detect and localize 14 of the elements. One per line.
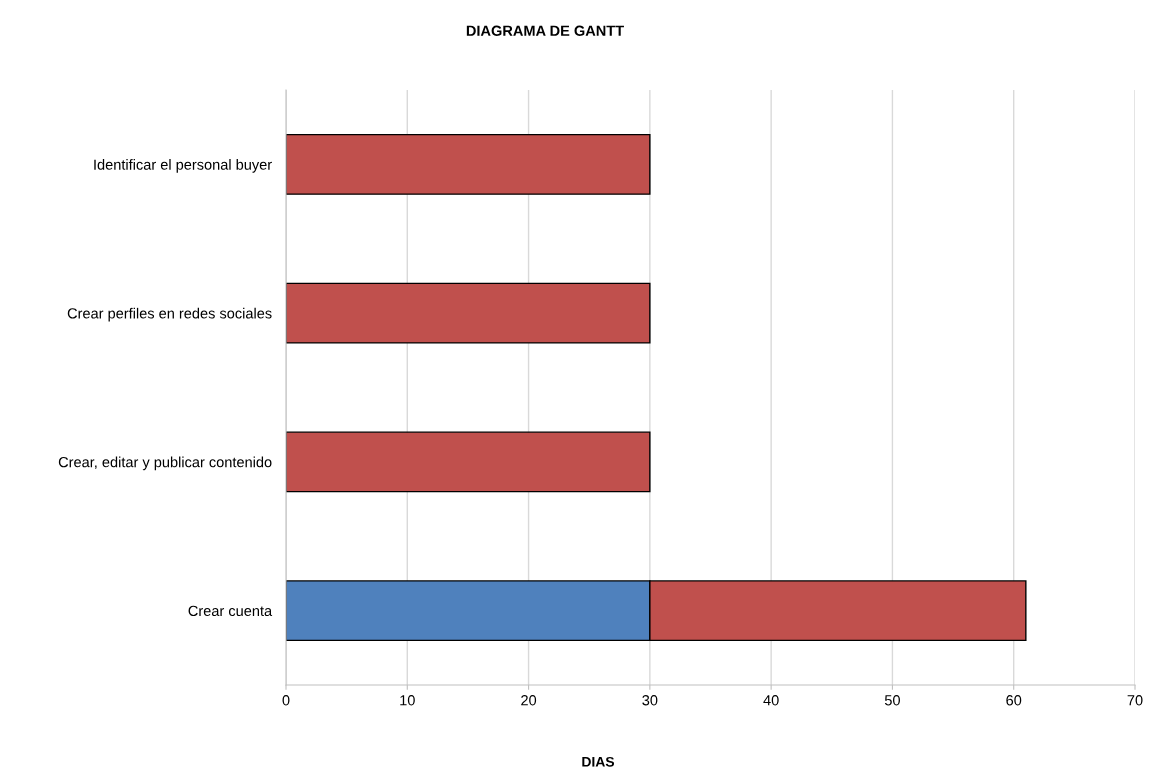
x-tick-label: 20 (521, 695, 537, 706)
y-tick-label: Crear, editar y publicar contenido (58, 456, 272, 471)
x-tick-label: 30 (642, 695, 658, 706)
x-tick-label: 60 (1006, 695, 1022, 706)
x-tick-label: 50 (884, 695, 900, 706)
x-axis-title: DIAS (582, 756, 615, 767)
chart-title: DIAGRAMA DE GANTT (466, 25, 624, 36)
y-tick-label: Crear perfiles en redes sociales (67, 307, 272, 322)
y-tick-label: Identificar el personal buyer (94, 159, 272, 173)
x-tick-label: 70 (1127, 695, 1143, 706)
x-tick-label: 10 (400, 695, 415, 706)
y-tick-label: Crear cuenta (188, 605, 273, 617)
x-tick-label: 0 (282, 695, 290, 706)
x-tick-label: 40 (763, 695, 779, 706)
